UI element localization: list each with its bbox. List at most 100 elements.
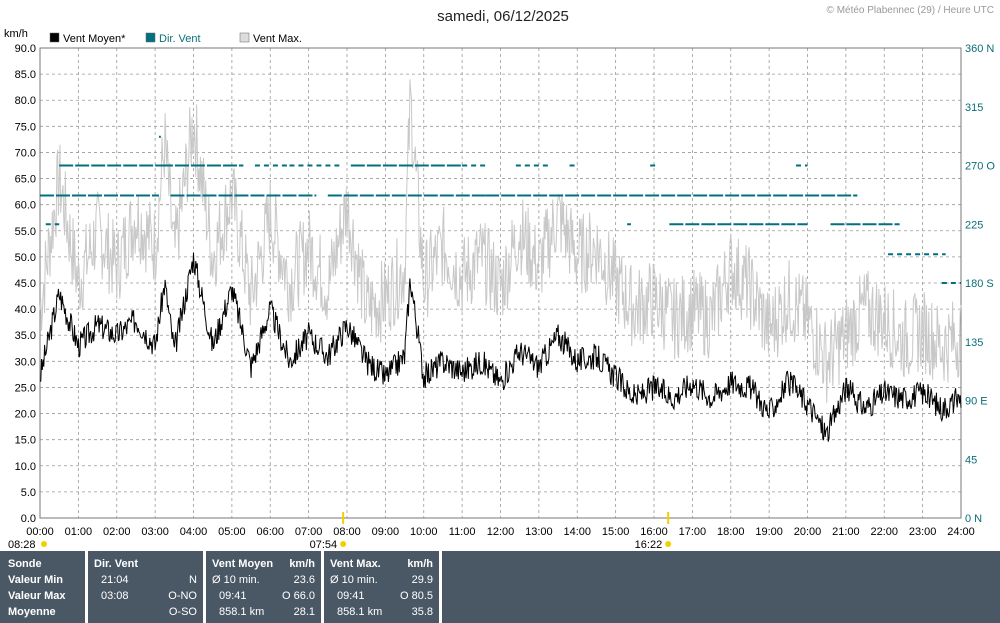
y2-tick-label: 0 N <box>965 513 982 525</box>
stats-value: 29.9 <box>411 574 433 586</box>
x-tick-label: 20:00 <box>794 526 822 538</box>
y-tick-label: 5.0 <box>21 487 36 499</box>
x-tick-label: 24:00 <box>947 526 975 538</box>
axes: 0.0 5.0 10.0 15.0 20.0 25.0 30.0 35.0 40.0 45.0 50… <box>8 43 995 551</box>
legend-swatch <box>239 32 250 43</box>
stats-label: 858.1 km <box>219 606 265 618</box>
y-tick-label: 90.0 <box>15 43 36 55</box>
y-tick-label: 20.0 <box>15 409 36 421</box>
stats-label: Ø 10 min. <box>212 574 260 586</box>
chart-legend: Vent Moyen* Dir. Vent Vent Max. <box>49 32 302 45</box>
x-tick-label: 09:00 <box>372 526 400 538</box>
chart-credit: © Météo Plabennec (29) / Heure UTC <box>827 5 994 16</box>
plot-area <box>39 79 962 442</box>
y-tick-label: 65.0 <box>15 174 36 186</box>
y2-tick-label: 45 <box>965 454 977 466</box>
x-tick-label: 21:00 <box>832 526 860 538</box>
y-tick-label: 55.0 <box>15 226 36 238</box>
y2-tick-label: 270 O <box>965 161 995 173</box>
stats-col-dir: Dir. Vent 21:04 N 03:08 O-NO O-SO <box>88 551 206 623</box>
y-tick-label: 80.0 <box>15 95 36 107</box>
y2-tick-label: 315 <box>965 102 983 114</box>
x-tick-label: 17:00 <box>679 526 707 538</box>
stats-panel: Sonde Valeur Min Valeur Max Moyenne Dir.… <box>0 551 1000 623</box>
stats-value: N <box>189 574 197 586</box>
y2-tick-label: 360 N <box>965 43 994 55</box>
y-tick-label: 0.0 <box>21 513 36 525</box>
y-tick-label: 15.0 <box>15 435 36 447</box>
x-tick-label: 22:00 <box>870 526 898 538</box>
stats-header: Vent Moyen <box>212 558 274 570</box>
stats-value: 23.6 <box>293 574 315 586</box>
x-tick-label: 13:00 <box>525 526 553 538</box>
x-tick-label: 08:00 <box>333 526 361 538</box>
x-tick-label: 12:00 <box>487 526 515 538</box>
stats-col-vent-max: Vent Max. km/h Ø 10 min. 29.9 09:41 Ο 80… <box>324 551 442 623</box>
x-tick-label: 14:00 <box>563 526 591 538</box>
x-tick-label: 07:00 <box>295 526 323 538</box>
sun-event-label: 08:28 <box>8 539 36 551</box>
y-tick-label: 60.0 <box>15 200 36 212</box>
stats-label: 09:41 <box>219 590 247 602</box>
y2-tick-label: 135 <box>965 337 983 349</box>
y-tick-label: 70.0 <box>15 147 36 159</box>
series-vent-moyen <box>39 252 962 442</box>
x-tick-label: 03:00 <box>141 526 169 538</box>
x-tick-label: 15:00 <box>602 526 630 538</box>
x-tick-label: 18:00 <box>717 526 745 538</box>
legend-label: Vent Moyen* <box>63 33 126 45</box>
sun-icon <box>41 541 47 547</box>
stats-row-label: Valeur Max <box>8 590 66 602</box>
stats-value: O-SO <box>168 606 197 618</box>
stats-unit: km/h <box>289 558 315 570</box>
x-tick-label: 00:00 <box>26 526 54 538</box>
legend-swatch <box>145 32 156 43</box>
stats-value: O-NO <box>168 590 197 602</box>
y-tick-label: 10.0 <box>15 461 36 473</box>
stats-header: Vent Max. <box>330 558 381 570</box>
x-tick-label: 01:00 <box>65 526 93 538</box>
stats-label: 858.1 km <box>337 606 383 618</box>
stats-header: Dir. Vent <box>94 558 139 570</box>
wind-chart: samedi, 06/12/2025 © Météo Plabennec (29… <box>4 5 995 551</box>
y-tick-label: 35.0 <box>15 330 36 342</box>
x-tick-label: 23:00 <box>909 526 937 538</box>
chart-title: samedi, 06/12/2025 <box>437 8 569 25</box>
chart-grid <box>39 47 962 519</box>
stats-row-label: Valeur Min <box>8 574 64 586</box>
x-tick-label: 05:00 <box>218 526 246 538</box>
stats-row-label: Moyenne <box>8 606 56 618</box>
stats-header: Sonde <box>8 558 42 570</box>
y-tick-label: 75.0 <box>15 121 36 133</box>
stats-value: Ο 66.0 <box>281 590 315 602</box>
stats-time: 03:08 <box>101 590 129 602</box>
sun-event-label: 07:54 <box>310 539 338 551</box>
y-tick-label: 50.0 <box>15 252 36 264</box>
stats-time: 21:04 <box>101 574 129 586</box>
x-tick-label: 02:00 <box>103 526 131 538</box>
sun-icon <box>665 541 672 547</box>
x-tick-label: 19:00 <box>755 526 783 538</box>
x-tick-label: 10:00 <box>410 526 438 538</box>
stats-label: 09:41 <box>337 590 365 602</box>
y-tick-label: 30.0 <box>15 356 36 368</box>
y-tick-label: 45.0 <box>15 278 36 290</box>
y2-tick-label: 90 E <box>965 396 988 408</box>
stats-value: 35.8 <box>411 606 433 618</box>
stats-col-vent-moyen: Vent Moyen km/h Ø 10 min. 23.6 09:41 Ο 6… <box>206 551 324 623</box>
y2-tick-label: 180 S <box>965 278 994 290</box>
sun-event-label: 16:22 <box>635 539 663 551</box>
left-axis-unit: km/h <box>4 28 28 40</box>
x-tick-label: 04:00 <box>180 526 208 538</box>
stats-unit: km/h <box>407 558 433 570</box>
stats-value: Ο 80.5 <box>399 590 433 602</box>
series-vent-max <box>39 79 962 403</box>
y2-tick-label: 225 <box>965 219 983 231</box>
y-tick-label: 85.0 <box>15 69 36 81</box>
y-tick-label: 40.0 <box>15 304 36 316</box>
stats-label: Ø 10 min. <box>330 574 378 586</box>
stats-col-sonde: Sonde Valeur Min Valeur Max Moyenne <box>0 551 88 623</box>
x-tick-label: 06:00 <box>256 526 284 538</box>
legend-label: Vent Max. <box>253 33 302 45</box>
legend-swatch <box>49 32 60 43</box>
